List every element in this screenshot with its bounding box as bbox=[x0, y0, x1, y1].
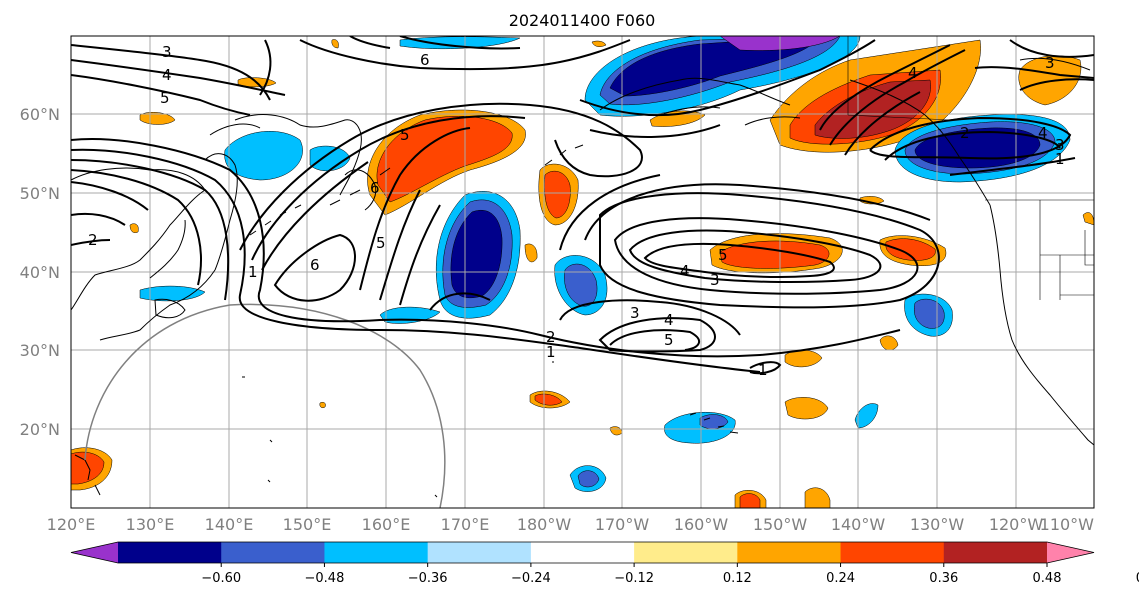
lon-label: 130°E bbox=[126, 515, 175, 534]
contour-lines bbox=[71, 36, 1094, 375]
contour-label: 4 bbox=[664, 311, 674, 329]
colorbar-segment bbox=[427, 542, 532, 563]
contour-label: 5 bbox=[664, 331, 674, 349]
colorbar-segment bbox=[221, 542, 325, 563]
shaded-anomaly-field bbox=[71, 36, 1094, 508]
colorbar-tick-label: −0.24 bbox=[511, 571, 551, 586]
colorbar-tick-label: 0.60 bbox=[1136, 571, 1139, 586]
lat-label: 30°N bbox=[20, 341, 60, 360]
map-area: 3 4 5 6 2 1 6 5 4 3 3 4 5 2 1 1 5 4 3 2 bbox=[70, 35, 1095, 509]
contour-label: 3 bbox=[1045, 54, 1055, 72]
contour-label: 1 bbox=[1055, 150, 1065, 168]
colorbar-segment bbox=[324, 542, 429, 563]
lon-label: 120°E bbox=[47, 515, 96, 534]
contour-label: 1 bbox=[546, 343, 556, 361]
colorbar-tick-label: 0.36 bbox=[929, 571, 958, 586]
lat-label: 40°N bbox=[20, 263, 60, 282]
contour-label: 4 bbox=[162, 66, 172, 84]
colorbar-tick-label: −0.36 bbox=[408, 571, 448, 586]
contour-label: 1 bbox=[758, 361, 768, 379]
lon-label: 170°W bbox=[595, 515, 650, 534]
colorbar-tick-label: −0.12 bbox=[614, 571, 654, 586]
contour-labels: 3 4 5 6 2 1 6 5 4 3 3 4 5 2 1 1 5 4 3 2 bbox=[88, 43, 1065, 379]
lon-label: 160°E bbox=[362, 515, 411, 534]
lon-label: 170°E bbox=[441, 515, 490, 534]
contour-label: 3 bbox=[710, 271, 720, 289]
gridlines bbox=[71, 36, 1094, 508]
lat-label: 60°N bbox=[20, 105, 60, 124]
lon-label: 110°W bbox=[1040, 515, 1095, 534]
contour-label: 6 bbox=[420, 51, 430, 69]
contour-label: 5 bbox=[160, 89, 170, 107]
colorbar-segment bbox=[118, 542, 222, 563]
contour-label: 4 bbox=[908, 64, 918, 82]
lon-label: 120°W bbox=[989, 515, 1044, 534]
lon-label: 140°W bbox=[831, 515, 886, 534]
contour-label: 5 bbox=[718, 246, 728, 264]
contour-label: 4 bbox=[1038, 124, 1048, 142]
gray-range-circle bbox=[84, 303, 446, 508]
colorbar-segment bbox=[840, 542, 945, 563]
lon-label: 180°W bbox=[517, 515, 572, 534]
contour-label: 6 bbox=[370, 179, 380, 197]
colorbar-outline bbox=[70, 541, 1095, 564]
colorbar: −0.60 −0.48 −0.36 −0.24 −0.12 0.12 0.24 0.36 0.4… bbox=[70, 541, 1139, 586]
longitude-labels: 120°E 130°E 140°E 150°E 160°E 170°E 180°… bbox=[47, 515, 1095, 534]
contour-label: 2 bbox=[546, 328, 556, 346]
contour-label: 5 bbox=[400, 126, 410, 144]
colorbar-segment bbox=[737, 542, 842, 563]
colorbar-extend-low bbox=[71, 542, 118, 563]
colorbar-extend-high bbox=[1047, 542, 1094, 563]
lon-label: 150°W bbox=[753, 515, 808, 534]
lon-label: 160°W bbox=[674, 515, 729, 534]
colorbar-segment bbox=[634, 542, 738, 563]
contour-label: 6 bbox=[310, 256, 320, 274]
contour-label: 2 bbox=[960, 124, 970, 142]
lon-label: 130°W bbox=[910, 515, 965, 534]
map-frame bbox=[70, 35, 1095, 509]
contour-label: 3 bbox=[162, 43, 172, 61]
colorbar-tick-label: 0.24 bbox=[826, 571, 855, 586]
lat-label: 20°N bbox=[20, 420, 60, 439]
contour-label: 3 bbox=[1055, 136, 1065, 154]
lat-label: 50°N bbox=[20, 184, 60, 203]
contour-label: 4 bbox=[680, 262, 690, 280]
colorbar-tick-label: −0.60 bbox=[201, 571, 241, 586]
contour-label: 3 bbox=[630, 304, 640, 322]
colorbar-tick-label: 0.12 bbox=[723, 571, 752, 586]
contour-label: 5 bbox=[376, 234, 386, 252]
colorbar-tick-label: −0.48 bbox=[305, 571, 345, 586]
lon-label: 150°E bbox=[283, 515, 332, 534]
lon-label: 140°E bbox=[205, 515, 254, 534]
colorbar-tick-label: 0.48 bbox=[1033, 571, 1062, 586]
colorbar-segment bbox=[943, 542, 1048, 563]
contour-label: 1 bbox=[248, 263, 258, 281]
contour-label: 2 bbox=[88, 231, 98, 249]
colorbar-segment bbox=[530, 542, 635, 563]
latitude-labels: 60°N 50°N 40°N 30°N 20°N bbox=[20, 105, 60, 439]
map-title: 2024011400 F060 bbox=[509, 11, 656, 30]
